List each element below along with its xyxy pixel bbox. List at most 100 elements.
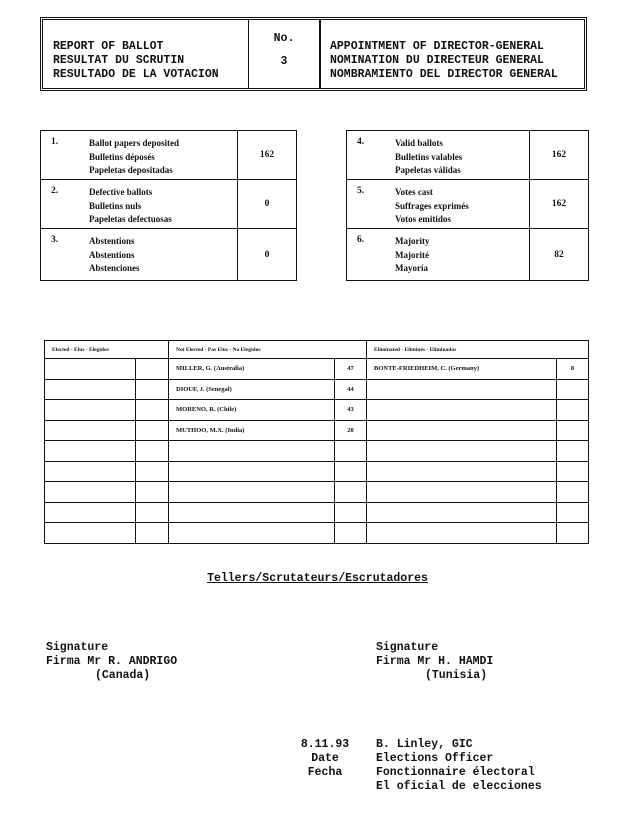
eliminated-votes	[556, 501, 589, 523]
stat-label: Abstentions	[89, 249, 135, 260]
not-elected-name	[168, 501, 335, 523]
not-elected-votes	[334, 522, 367, 544]
stat-labels: Majority Majorité Mayoría	[395, 229, 529, 280]
signature-country: (Tunisia)	[425, 669, 488, 682]
not-elected-name: MORENO, R. (Chile)	[168, 399, 335, 421]
elected-votes	[135, 460, 169, 482]
date-value: 8.11.93	[300, 738, 350, 751]
stat-row: 1. Ballot papers deposited Bulletins dépos…	[41, 131, 296, 180]
not-elected-name	[168, 481, 335, 503]
not-elected-votes: 44	[334, 378, 367, 400]
eliminated-votes	[556, 522, 589, 544]
officer-title-es: El oficial de elecciones	[376, 780, 542, 793]
elected-votes	[135, 501, 169, 523]
signature-name: Firma Mr R. ANDRIGO	[46, 655, 178, 668]
header-eliminated: Eliminated - Eliminés - Eliminados	[366, 340, 589, 359]
stat-value: 162	[237, 131, 296, 179]
elected-name	[44, 378, 136, 400]
results-table: Elected - Elus - Elegidos Not Elected - …	[44, 340, 589, 544]
stat-row: 2. Defective ballots Bulletins nuls Papelet…	[41, 180, 296, 229]
officer-title-fr: Fonctionnaire électoral	[376, 766, 535, 779]
elected-votes	[135, 358, 169, 380]
stat-row: 3. Abstentions Abstentions Abstenciones 0	[41, 229, 296, 280]
elected-votes	[135, 419, 169, 441]
report-title: REPORT OF BALLOT RESULTAT DU SCRUTIN RES…	[43, 20, 258, 88]
eliminated-votes: 8	[556, 358, 589, 380]
stat-value: 162	[529, 180, 588, 228]
officer-title-en: Elections Officer	[376, 752, 494, 765]
title-en: REPORT OF BALLOT	[53, 40, 164, 53]
eliminated-name	[366, 481, 557, 503]
subject-es: NOMBRAMIENTO DEL DIRECTOR GENERAL	[330, 68, 558, 81]
elected-votes	[135, 522, 169, 544]
stat-number: 3.	[51, 235, 59, 245]
ballot-subject: APPOINTMENT OF DIRECTOR-GENERAL NOMINATI…	[320, 20, 584, 88]
stat-number: 6.	[357, 235, 365, 245]
table-row: DIOUF, J. (Senegal) 44	[44, 378, 589, 400]
elected-votes	[135, 440, 169, 462]
title-es: RESULTADO DE LA VOTACION	[53, 68, 219, 81]
stat-label: Majority	[395, 236, 430, 246]
eliminated-name: BONTE-FRIEDHEIM, C. (Germany)	[366, 358, 557, 380]
stat-value: 0	[237, 180, 296, 228]
signature-right: Signature Firma Mr H. HAMDI (Tunisia)	[376, 641, 493, 683]
elected-name	[44, 501, 136, 523]
report-header: REPORT OF BALLOT RESULTAT DU SCRUTIN RES…	[40, 17, 587, 91]
stat-label: Mayoría	[395, 263, 428, 273]
eliminated-name	[366, 399, 557, 421]
stat-labels: Defective ballots Bulletins nuls Papeletas…	[89, 180, 237, 228]
not-elected-votes: 20	[334, 419, 367, 441]
eliminated-votes	[556, 481, 589, 503]
elected-name	[44, 460, 136, 482]
not-elected-name: MUTHOO, M.X. (India)	[168, 419, 335, 441]
table-row	[44, 481, 589, 503]
not-elected-name: DIOUF, J. (Senegal)	[168, 378, 335, 400]
eliminated-name	[366, 460, 557, 482]
stat-number: 5.	[357, 186, 365, 196]
ballot-number: No. 3	[248, 20, 321, 88]
stat-label: Bulletins valables	[395, 151, 463, 162]
officer-block: B. Linley, GIC Elections Officer Fonctio…	[376, 738, 542, 794]
stat-labels: Ballot papers deposited Bulletins déposés…	[89, 131, 237, 179]
not-elected-votes: 43	[334, 399, 367, 421]
signature-label: Signature	[376, 641, 439, 654]
title-fr: RESULTAT DU SCRUTIN	[53, 54, 185, 67]
table-row	[44, 522, 589, 544]
eliminated-votes	[556, 378, 589, 400]
signature-country: (Canada)	[95, 669, 151, 682]
stat-label: Majorité	[395, 249, 429, 260]
stat-label: Votos emitidos	[395, 214, 451, 224]
not-elected-votes	[334, 481, 367, 503]
eliminated-name	[366, 440, 557, 462]
not-elected-name	[168, 522, 335, 544]
stat-value: 82	[529, 229, 588, 280]
date-label: Date	[311, 752, 339, 765]
header-elected: Elected - Elus - Elegidos	[44, 340, 169, 359]
stat-value: 0	[237, 229, 296, 280]
elected-name	[44, 481, 136, 503]
eliminated-name	[366, 522, 557, 544]
tellers-title: Tellers/Scrutateurs/Escrutadores	[207, 572, 428, 585]
elected-votes	[135, 481, 169, 503]
stat-labels: Abstentions Abstentions Abstenciones	[89, 229, 237, 280]
stat-row: 6. Majority Majorité Mayoría 82	[347, 229, 588, 280]
not-elected-votes	[334, 460, 367, 482]
stat-label: Bulletins nuls	[89, 200, 142, 211]
elected-name	[44, 522, 136, 544]
stat-label: Defective ballots	[89, 187, 153, 197]
not-elected-votes	[334, 501, 367, 523]
stat-labels: Votes cast Suffrages exprimés Votos emitid…	[395, 180, 529, 228]
date-label-es: Fecha	[307, 766, 343, 779]
stat-number: 1.	[51, 137, 59, 147]
table-row: MORENO, R. (Chile) 43	[44, 399, 589, 421]
signature-label: Signature	[46, 641, 109, 654]
table-row	[44, 460, 589, 482]
elected-votes	[135, 378, 169, 400]
stat-label: Papeletas depositadas	[89, 165, 173, 175]
not-elected-name: MILLER, G. (Australia)	[168, 358, 335, 380]
header-not-elected: Not Elected - Pas Elus - No Elegidos	[168, 340, 367, 359]
table-row	[44, 501, 589, 523]
stat-label: Abstenciones	[89, 263, 140, 273]
date-block: 8.11.93 Date Fecha	[290, 738, 360, 780]
eliminated-votes	[556, 440, 589, 462]
